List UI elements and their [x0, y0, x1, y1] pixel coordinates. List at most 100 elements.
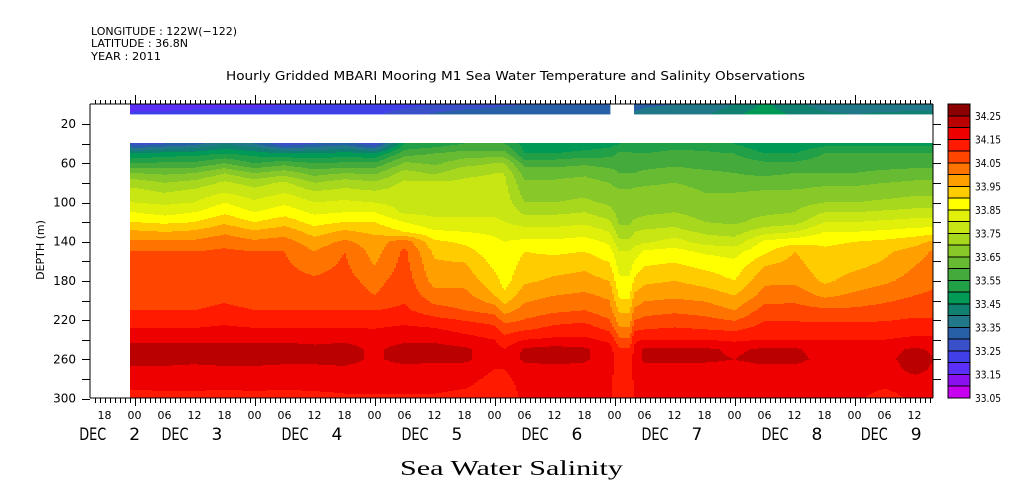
contour-cell: [316, 214, 319, 227]
contour-cell: [364, 202, 367, 213]
contour-cell: [608, 331, 611, 344]
contour-cell: [326, 310, 329, 329]
contour-cell: [438, 260, 441, 289]
contour-cell: [138, 151, 141, 154]
contour-cell: [426, 148, 429, 155]
contour-cell: [196, 156, 199, 163]
contour-cell: [620, 143, 623, 153]
contour-cell: [130, 390, 133, 398]
contour-cell: [396, 154, 399, 160]
contour-cell: [598, 217, 601, 230]
contour-cell: [564, 254, 567, 275]
contour-cell: [516, 168, 519, 185]
contour-cell: [184, 174, 187, 182]
contour-cell: [318, 158, 321, 164]
contour-cell: [240, 208, 243, 220]
contour-cell: [204, 186, 207, 199]
contour-cell: [278, 365, 281, 391]
contour-cell: [164, 183, 167, 194]
contour-cell: [256, 148, 259, 153]
contour-cell: [350, 180, 353, 190]
contour-cell: [546, 297, 549, 315]
contour-cell: [220, 304, 223, 326]
contour-cell: [662, 143, 665, 152]
contour-cell: [486, 157, 489, 165]
contour-cell: [170, 146, 173, 150]
contour-cell: [322, 153, 325, 159]
contour-cell: [382, 189, 385, 205]
contour-cell: [160, 192, 163, 206]
contour-cell: [280, 194, 283, 207]
contour-cell: [418, 364, 421, 395]
contour-cell: [226, 235, 229, 250]
contour-cell: [654, 185, 657, 215]
contour-cell: [132, 328, 135, 344]
contour-cell: [598, 180, 601, 204]
contour-cell: [364, 148, 367, 151]
contour-cell: [394, 167, 397, 175]
contour-cell: [554, 215, 557, 228]
contour-cell: [252, 147, 255, 152]
contour-cell: [296, 167, 299, 173]
contour-cell: [322, 175, 325, 183]
contour-cell: [158, 153, 161, 158]
contour-cell: [148, 168, 151, 175]
contour-cell: [258, 143, 261, 146]
contour-cell: [328, 190, 331, 202]
contour-cell: [552, 364, 555, 398]
contour-cell: [378, 143, 381, 145]
contour-cell: [410, 271, 413, 311]
contour-cell: [272, 144, 275, 148]
contour-cell: [536, 143, 539, 154]
contour-cell: [268, 238, 271, 252]
contour-cell: [256, 168, 259, 174]
contour-cell: [322, 158, 325, 164]
contour-cell: [532, 160, 535, 168]
contour-cell: [490, 314, 493, 326]
contour-cell: [526, 180, 529, 203]
contour-cell: [234, 170, 237, 177]
contour-cell: [408, 308, 411, 327]
contour-cell: [166, 183, 169, 193]
contour-cell: [452, 161, 455, 170]
contour-cell: [534, 329, 537, 340]
contour-cell: [208, 171, 211, 178]
contour-cell: [572, 158, 575, 167]
contour-cell: [426, 343, 429, 364]
contour-cell: [658, 315, 661, 329]
contour-cell: [570, 363, 573, 398]
contour-cell: [336, 152, 339, 158]
contour-cell: [202, 238, 205, 252]
contour-cell: [388, 153, 391, 158]
contour-cell: [230, 169, 233, 176]
contour-cell: [200, 229, 203, 240]
contour-cell: [620, 173, 623, 190]
contour-cell: [602, 242, 605, 261]
contour-cell: [174, 149, 177, 153]
contour-cell: [198, 365, 201, 392]
contour-cell: [592, 179, 595, 202]
contour-cell: [402, 236, 405, 241]
contour-cell: [158, 204, 161, 216]
contour-cell: [242, 150, 245, 156]
contour-cell: [532, 180, 535, 203]
contour-cell: [400, 221, 403, 232]
contour-cell: [424, 173, 427, 182]
contour-cell: [622, 251, 625, 277]
contour-cell: [652, 301, 655, 316]
contour-cell: [450, 307, 453, 320]
contour-cell: [554, 153, 557, 161]
contour-cell: [204, 365, 207, 392]
contour-cell: [584, 237, 587, 253]
contour-cell: [630, 344, 633, 398]
contour-cell: [210, 250, 213, 307]
contour-cell: [274, 183, 277, 196]
contour-cell: [510, 171, 513, 201]
contour-cell: [328, 213, 331, 225]
contour-cell: [350, 344, 353, 365]
contour-cell: [152, 157, 155, 164]
contour-cell: [494, 296, 497, 306]
contour-cell: [560, 167, 563, 180]
contour-cell: [170, 391, 173, 398]
contour-cell: [230, 305, 233, 327]
